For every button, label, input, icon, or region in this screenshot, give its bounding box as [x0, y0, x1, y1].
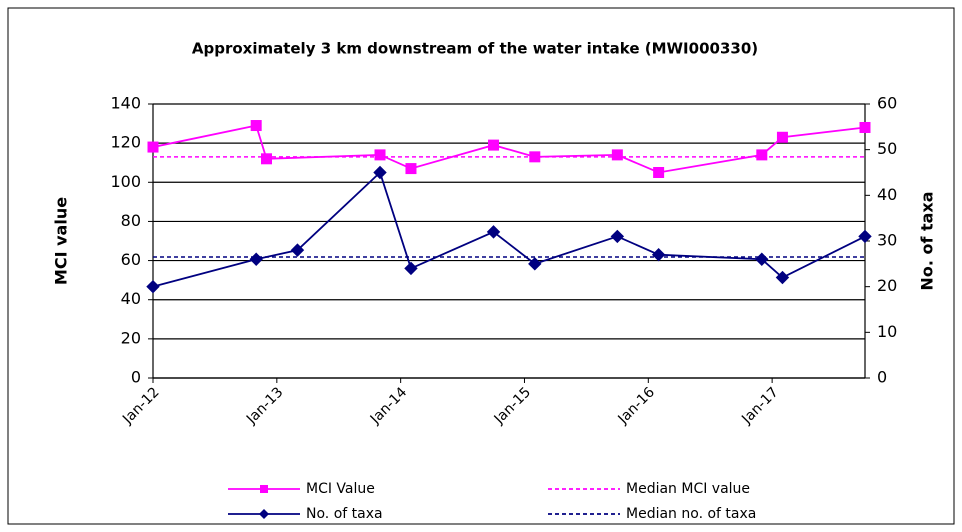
marker [776, 131, 788, 143]
marker [611, 149, 623, 161]
marker [290, 243, 305, 257]
y-tick-label: 80 [121, 211, 141, 230]
marker [374, 149, 386, 161]
y2-tick-label: 0 [877, 368, 887, 387]
marker [261, 153, 273, 165]
marker [405, 163, 417, 175]
y2-tick-label: 60 [877, 94, 897, 113]
y2-tick-label: 40 [877, 185, 897, 204]
marker [651, 247, 666, 262]
legend-label: Median MCI value [626, 481, 750, 497]
marker [146, 279, 160, 294]
marker [147, 141, 159, 153]
marker [653, 167, 665, 178]
legend-marker [259, 509, 269, 519]
legend-label: No. of taxa [306, 506, 383, 522]
y-tick-label: 40 [121, 289, 141, 308]
legend-label: Median no. of taxa [626, 506, 756, 522]
marker [373, 165, 387, 180]
marker [250, 120, 262, 132]
y-tick-label: 100 [110, 172, 141, 191]
y2-tick-label: 50 [877, 139, 897, 158]
y2-axis-label: No. of taxa [918, 191, 937, 290]
marker [755, 252, 769, 266]
marker [756, 149, 768, 161]
y2-tick-label: 10 [877, 322, 897, 341]
marker [528, 257, 542, 271]
marker [404, 261, 418, 276]
y-tick-label: 20 [121, 328, 141, 347]
legend-label: MCI Value [306, 481, 375, 497]
marker [859, 121, 871, 133]
marker [486, 225, 501, 239]
legend-marker [260, 485, 268, 493]
marker [610, 229, 625, 244]
y2-tick-label: 20 [877, 276, 897, 295]
marker [249, 252, 263, 266]
marker [775, 270, 790, 285]
chart-border [7, 7, 955, 525]
y-axis-label: MCI value [52, 197, 71, 285]
marker [529, 151, 541, 163]
chart-title: Approximately 3 km downstream of the wat… [192, 40, 758, 58]
marker [488, 139, 500, 151]
y-tick-label: 140 [110, 94, 141, 113]
y-tick-label: 120 [110, 133, 141, 152]
y2-tick-label: 30 [877, 231, 897, 250]
y-tick-label: 60 [121, 250, 141, 269]
y-tick-label: 0 [131, 368, 141, 387]
marker [858, 229, 872, 244]
